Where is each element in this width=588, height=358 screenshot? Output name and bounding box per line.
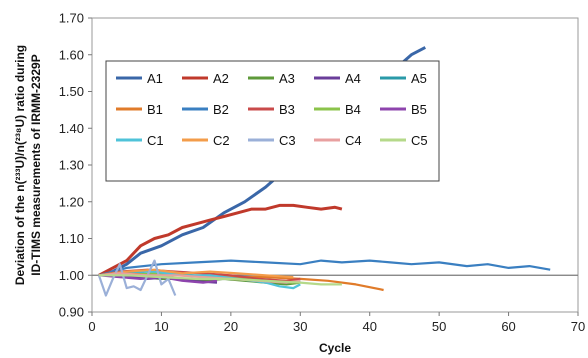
x-tick-label: 20: [224, 319, 238, 334]
series-line-c3: [97, 259, 177, 297]
legend-label-b2: B2: [213, 102, 229, 117]
y-axis-title-line-1: Deviation of the n(²³³U)/n(²³⁸U) ratio d…: [13, 45, 27, 285]
legend: A1 A2 A3 A4 A5 B1 B2 B3 B4 B5 C1 C2 C3 C4 C5: [105, 60, 440, 182]
legend-label-a2: A2: [213, 71, 229, 86]
x-tick-label: 10: [154, 319, 168, 334]
x-axis-ticks: 0 10 20 30 40 50 60 70: [88, 312, 585, 334]
x-tick-label: 30: [293, 319, 307, 334]
legend-label-a1: A1: [147, 71, 163, 86]
legend-label-b4: B4: [345, 102, 361, 117]
legend-label-b5: B5: [411, 102, 427, 117]
x-tick-label: 60: [501, 319, 515, 334]
legend-label-b3: B3: [279, 102, 295, 117]
legend-label-c1: C1: [147, 133, 164, 148]
y-tick-label: 1.50: [59, 84, 84, 99]
y-axis-title-line-2: ID-TIMS measurements of IRMM-2329P: [29, 54, 43, 275]
legend-label-c2: C2: [213, 133, 230, 148]
x-tick-label: 50: [432, 319, 446, 334]
y-tick-label: 1.10: [59, 231, 84, 246]
y-axis-ticks: 0.90 1.00 1.10 1.20 1.30 1.40 1.50 1.60 1.70: [59, 11, 92, 320]
y-tick-label: 0.90: [59, 305, 84, 320]
legend-label-c5: C5: [411, 133, 428, 148]
legend-label-a5: A5: [411, 71, 427, 86]
legend-box: [105, 60, 440, 182]
x-axis-title: Cycle: [319, 341, 351, 355]
legend-label-a4: A4: [345, 71, 361, 86]
y-axis-title: Deviation of the n(²³³U)/n(²³⁸U) ratio d…: [13, 45, 43, 285]
x-tick-label: 40: [362, 319, 376, 334]
legend-label-a3: A3: [279, 71, 295, 86]
x-tick-label: 70: [571, 319, 585, 334]
y-tick-label: 1.20: [59, 194, 84, 209]
legend-label-c3: C3: [279, 133, 296, 148]
y-tick-label: 1.60: [59, 47, 84, 62]
y-tick-label: 1.30: [59, 158, 84, 173]
series-line-a2: [98, 203, 343, 277]
series-line-c5: [98, 274, 342, 286]
series-line-c2: [98, 268, 294, 279]
y-tick-label: 1.70: [59, 11, 84, 26]
series-line-b2: [98, 259, 551, 277]
legend-label-b1: B1: [147, 102, 163, 117]
x-tick-label: 0: [88, 319, 95, 334]
legend-label-c4: C4: [345, 133, 362, 148]
y-tick-label: 1.40: [59, 121, 84, 136]
y-tick-label: 1.00: [59, 268, 84, 283]
